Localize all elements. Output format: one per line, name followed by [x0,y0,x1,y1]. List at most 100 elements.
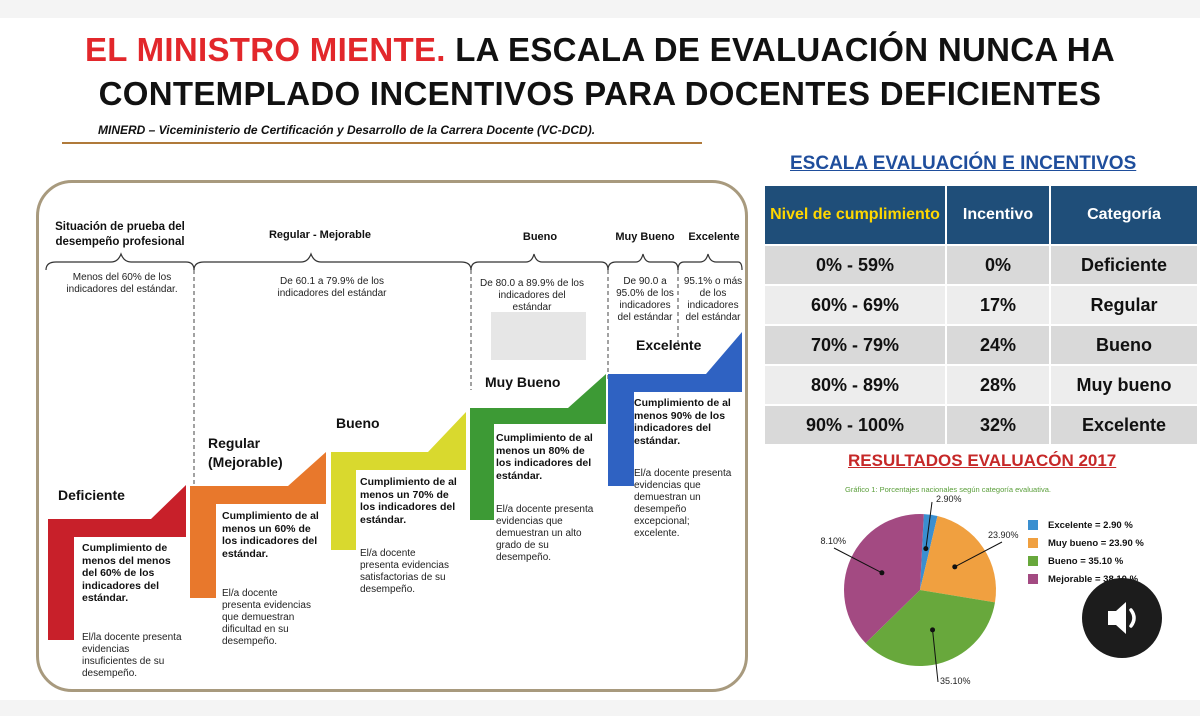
legend-swatch [1028,538,1038,548]
table-row: 90% - 100% 32% Excelente [763,404,1199,446]
step-name-regular: Regular (Mejorable) [208,435,283,470]
table-cell: 0% [945,244,1051,286]
table-header-row: Nivel de cumplimiento Incentivo Categorí… [763,184,1199,246]
step-excelente-shape [608,332,742,486]
table-row: 0% - 59% 0% Deficiente [763,244,1199,286]
legend-label: Muy bueno = 23.90 % [1048,537,1144,549]
header-situacion: Situación de prueba del desempeño profes… [55,221,185,248]
table-cell: 80% - 89% [763,364,947,406]
pie-leader-line [932,629,939,683]
header-excelente: Excelente [688,231,740,243]
pie-leader-line [925,501,933,549]
range-excelente: 95.1% o más de los indicadores del están… [683,276,743,323]
step-note-regular: El/a docente presenta evidencias que dem… [222,588,311,647]
pie-leader-dot [952,564,958,570]
pie-leader-dot [923,546,929,552]
results-pie-chart: 2.90% 23.90% 35.10% 38.10% [820,494,1019,686]
headline-rest: LA ESCALA DE EVALUACIÓN NUNCA HA [445,31,1116,68]
table-cell: 32% [945,404,1051,446]
range-bueno: De 80.0 a 89.9% de los indicadores del e… [480,278,584,312]
header-bueno: Bueno [522,231,558,243]
table-row: 70% - 79% 24% Bueno [763,324,1199,366]
step-note-muy-bueno: El/a docente presenta evidencias que dem… [496,504,594,563]
step-note-deficiente: El/la docente presenta evidencias insufi… [82,632,182,679]
step-deficiente-shape [48,485,186,640]
legend-item-muy-bueno: Muy bueno = 23.90 % [1028,534,1178,552]
table-cell: Regular [1049,284,1199,326]
legend-swatch [1028,520,1038,530]
legend-item-excelente: Excelente = 2.90 % [1028,516,1178,534]
results-title: RESULTADOS EVALUACÓN 2017 [848,451,1117,470]
table-cell: 0% - 59% [763,244,947,286]
brace-bueno [470,253,609,271]
step-desc-bueno: Cumplimiento de al menos un 70% de los i… [360,476,457,526]
range-deficiente: Menos del 60% de los indicadores del est… [66,272,178,295]
col-header-incentivo: Incentivo [945,184,1051,246]
step-desc-excelente: Cumplimiento de al menos 90% de los indi… [634,397,731,447]
chart-caption: Gráfico 1: Porcentajes nacionales según … [845,485,1051,494]
incentive-table: Nivel de cumplimiento Incentivo Categorí… [763,184,1199,446]
range-regular: De 60.1 a 79.9% de los indicadores del e… [277,276,387,299]
pie-leader-dot [879,570,885,576]
legend-swatch [1028,574,1038,584]
legend-label: Excelente = 2.90 % [1048,519,1133,531]
bottom-strip [0,700,1200,716]
step-muy-bueno-shape [470,374,606,520]
table-cell: Deficiente [1049,244,1199,286]
pie-slice-excelente [920,514,938,590]
speaker-icon [1108,602,1136,634]
pie-leader-line [954,541,1003,568]
range-muy-bueno: De 90.0 a 95.0% de los indicadores del e… [616,276,674,323]
table-cell: 90% - 100% [763,404,947,446]
scale-diagram-graphics [45,252,743,640]
table-row: 80% - 89% 28% Muy bueno [763,364,1199,406]
pie-slice-muy-bueno [920,516,996,603]
pie-data-label: 35.10% [940,676,971,686]
pie-slice-bueno [865,590,995,666]
top-strip [0,0,1200,18]
table-cell: 60% - 69% [763,284,947,326]
pie-leader-dot [930,627,936,633]
step-name-bueno: Bueno [336,415,380,431]
table-row: 60% - 69% 17% Regular [763,284,1199,326]
header-regular: Regular - Mejorable [268,229,372,241]
legend-label: Bueno = 35.10 % [1048,555,1124,567]
step-regular-shape [190,452,326,598]
table-cell: 28% [945,364,1051,406]
pie-slice-mejorable [844,514,924,644]
table-cell: Bueno [1049,324,1199,366]
pie-data-label: 2.90% [936,494,962,504]
table-cell: 24% [945,324,1051,366]
step-name-muy-bueno: Muy Bueno [485,374,561,390]
headline-red: EL MINISTRO MIENTE. [84,31,446,68]
source-underline [62,142,702,144]
brace-regular [193,252,472,271]
step-note-excelente: El/a docente presenta evidencias que dem… [634,468,732,539]
step-name-excelente: Excelente [636,337,702,353]
col-header-nivel: Nivel de cumplimiento [763,184,947,246]
table-cell: Excelente [1049,404,1199,446]
legend-item-mejorable: Mejorable = 38.10 % [1028,570,1178,588]
pie-data-label: 23.90% [988,530,1019,540]
legend-swatch [1028,556,1038,566]
step-desc-muy-bueno: Cumplimiento de al menos un 80% de los i… [496,432,593,482]
step-note-bueno: El/a docente presenta evidencias satisfa… [360,548,449,595]
headline-line-2: CONTEMPLADO INCENTIVOS PARA DOCENTES DEF… [98,75,1102,112]
col-header-categoria: Categoría [1049,184,1199,246]
pie-data-label: 38.10% [820,536,846,546]
step-desc-regular: Cumplimiento de al menos un 60% de los i… [222,510,319,560]
placeholder-box [491,312,586,360]
header-muy-bueno: Muy Bueno [615,231,675,243]
pie-legend: Excelente = 2.90 % Muy bueno = 23.90 % B… [1028,516,1178,588]
legend-item-bueno: Bueno = 35.10 % [1028,552,1178,570]
step-bueno-shape [331,412,466,550]
pie-leader-line [833,547,883,574]
source-caption: MINERD – Viceministerio de Certificación… [98,123,596,137]
step-name-deficiente: Deficiente [58,487,125,503]
table-cell: 17% [945,284,1051,326]
legend-label: Mejorable = 38.10 % [1048,573,1139,585]
incentive-table-title: ESCALA EVALUACIÓN E INCENTIVOS [790,153,1137,174]
sound-button[interactable] [1082,578,1162,658]
headline-line-1: EL MINISTRO MIENTE. LA ESCALA DE EVALUAC… [22,28,1178,72]
brace-muy-bueno [607,253,679,271]
